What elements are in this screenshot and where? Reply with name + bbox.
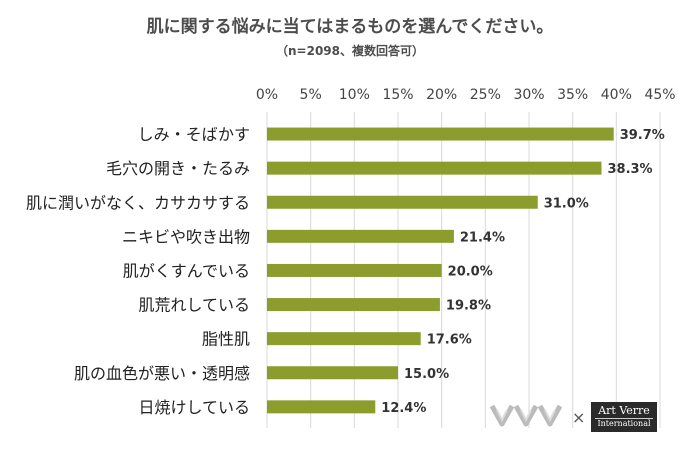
- bar: [267, 400, 376, 414]
- data-label: 39.7%: [620, 128, 665, 143]
- brand-logo-sub: International: [595, 418, 653, 429]
- data-label: 38.3%: [607, 162, 652, 177]
- data-label: 21.4%: [460, 230, 505, 245]
- category-label: 毛穴の開き・たるみ: [106, 159, 250, 178]
- chart-title: 肌に関する悩みに当てはまるものを選んでください。: [146, 17, 554, 37]
- bar: [267, 298, 440, 312]
- x-tick-label: 30%: [513, 87, 544, 103]
- bar: [267, 127, 614, 141]
- data-label: 19.8%: [446, 299, 491, 314]
- category-label: 肌の血色が悪い・透明感: [74, 364, 250, 383]
- logo-area: × Art Verre International: [488, 400, 668, 436]
- chart-subtitle: （n=2098、複数回答可）: [276, 44, 424, 58]
- category-label: 肌に潤いがなく、カサカサする: [26, 193, 250, 212]
- x-tick-label: 45%: [644, 87, 675, 103]
- category-label: 日焼けしている: [138, 398, 250, 417]
- data-label: 20.0%: [448, 264, 493, 279]
- category-label: 肌荒れしている: [138, 296, 250, 315]
- brand-logo: Art Verre International: [591, 402, 657, 432]
- category-label: 肌がくすんでいる: [123, 261, 250, 280]
- x-tick-label: 40%: [601, 87, 632, 103]
- logo-separator: ×: [572, 408, 586, 427]
- bar: [267, 366, 398, 380]
- bar: [267, 229, 454, 243]
- x-tick-label: 15%: [382, 87, 413, 103]
- watermark-logo-icon: [489, 404, 563, 427]
- data-label: 17.6%: [427, 333, 472, 348]
- x-tick-label: 10%: [339, 87, 370, 103]
- data-label: 12.4%: [381, 401, 426, 416]
- category-label: ニキビや吹き出物: [122, 227, 250, 246]
- data-label: 31.0%: [544, 196, 589, 211]
- x-tick-label: 20%: [426, 87, 457, 103]
- data-label: 15.0%: [404, 367, 449, 382]
- bar: [267, 195, 538, 209]
- bar: [267, 161, 602, 175]
- bar: [267, 332, 421, 346]
- bar: [267, 263, 442, 277]
- brand-logo-main: Art Verre: [598, 404, 650, 417]
- x-tick-label: 5%: [300, 87, 322, 103]
- x-tick-label: 25%: [470, 87, 501, 103]
- x-tick-label: 0%: [256, 87, 278, 103]
- x-tick-label: 35%: [557, 87, 588, 103]
- category-label: 脂性肌: [202, 330, 250, 349]
- category-label: しみ・そばかす: [138, 125, 250, 144]
